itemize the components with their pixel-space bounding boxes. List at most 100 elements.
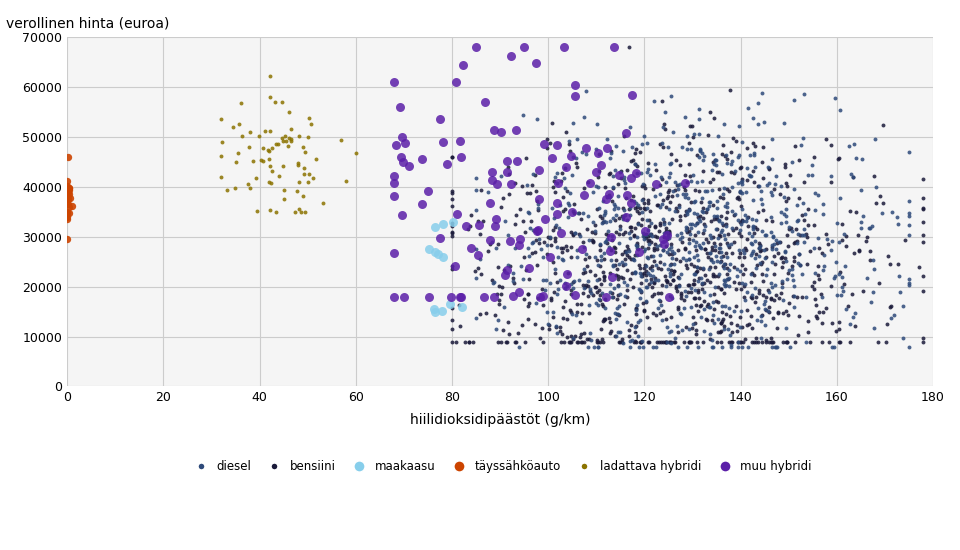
- Point: [631, 342, 646, 351]
- Point: [597, 295, 612, 304]
- Point: [687, 286, 703, 295]
- Point: [784, 157, 800, 166]
- Point: [595, 217, 611, 226]
- Point: [564, 310, 580, 318]
- Point: [716, 324, 732, 333]
- Point: [461, 224, 476, 233]
- Point: [707, 319, 722, 328]
- Point: [552, 323, 567, 332]
- Point: [483, 198, 498, 207]
- Point: [691, 240, 707, 249]
- Point: [787, 141, 803, 150]
- Point: [813, 289, 828, 298]
- Point: [619, 317, 635, 326]
- Point: [577, 113, 592, 122]
- Point: [765, 240, 780, 249]
- Point: [786, 253, 802, 262]
- Point: [659, 224, 674, 233]
- Point: [875, 121, 890, 130]
- Point: [592, 240, 608, 249]
- Point: [596, 316, 612, 324]
- Point: [705, 342, 720, 351]
- Point: [778, 212, 793, 221]
- Point: [677, 178, 692, 187]
- Point: [444, 222, 460, 230]
- Point: [875, 199, 890, 208]
- Point: [778, 306, 793, 315]
- Point: [535, 284, 550, 293]
- Point: [536, 276, 551, 284]
- Point: [654, 289, 669, 298]
- Point: [622, 337, 637, 345]
- Point: [738, 217, 754, 226]
- Point: [609, 228, 624, 236]
- Point: [796, 230, 811, 239]
- Point: [565, 335, 581, 344]
- Point: [538, 215, 553, 224]
- Point: [661, 245, 677, 254]
- Point: [578, 250, 593, 258]
- Point: [660, 194, 675, 203]
- Point: [840, 302, 855, 311]
- Point: [705, 185, 720, 194]
- Point: [577, 282, 592, 291]
- Point: [763, 228, 779, 236]
- Point: [570, 208, 586, 217]
- Point: [744, 232, 759, 240]
- Point: [468, 274, 484, 283]
- Point: [723, 86, 738, 95]
- Point: [250, 207, 265, 216]
- Point: [540, 144, 555, 152]
- Point: [737, 244, 753, 253]
- Point: [658, 242, 673, 251]
- Point: [552, 201, 567, 210]
- Point: [559, 270, 574, 278]
- Point: [615, 273, 631, 282]
- Point: [529, 260, 544, 269]
- Point: [733, 220, 749, 229]
- Point: [704, 234, 719, 243]
- Point: [773, 207, 788, 216]
- Point: [661, 292, 677, 301]
- Point: [764, 283, 780, 292]
- Point: [636, 204, 651, 212]
- Point: [709, 224, 725, 233]
- Point: [692, 243, 708, 251]
- Point: [715, 189, 731, 198]
- Point: [612, 168, 628, 177]
- Point: [662, 197, 678, 206]
- Point: [558, 297, 573, 306]
- Point: [790, 229, 805, 238]
- Point: [657, 272, 672, 280]
- Point: [823, 141, 838, 150]
- Point: [692, 212, 708, 221]
- Point: [757, 230, 773, 239]
- Point: [683, 144, 698, 153]
- Point: [557, 184, 572, 192]
- Point: [564, 208, 579, 217]
- Point: [603, 327, 618, 336]
- Point: [715, 219, 731, 228]
- Point: [633, 279, 648, 288]
- Point: [539, 308, 554, 317]
- Point: [866, 172, 881, 180]
- Point: [896, 333, 911, 342]
- Point: [634, 337, 649, 346]
- Point: [546, 214, 562, 223]
- Point: [680, 194, 695, 202]
- Point: [503, 52, 518, 60]
- Point: [653, 221, 668, 230]
- Point: [610, 265, 625, 273]
- Point: [581, 212, 596, 221]
- Point: [749, 316, 764, 324]
- Point: [618, 129, 634, 138]
- Point: [623, 342, 638, 351]
- Point: [766, 252, 781, 261]
- Point: [671, 327, 686, 336]
- Point: [647, 274, 662, 283]
- Point: [711, 168, 727, 177]
- Point: [702, 202, 717, 211]
- Point: [491, 240, 506, 249]
- Point: [567, 229, 583, 238]
- Point: [684, 197, 699, 206]
